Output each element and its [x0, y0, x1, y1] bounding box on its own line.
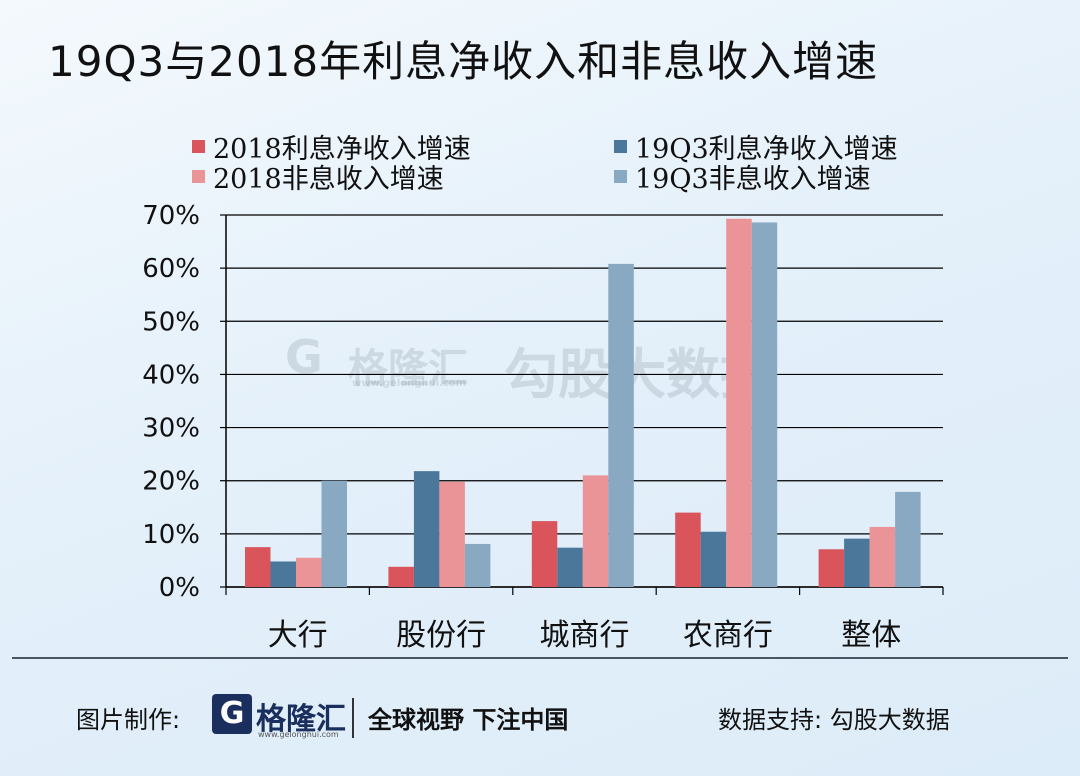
y-tick-label: 50%: [142, 307, 200, 337]
y-tick-label: 60%: [142, 254, 200, 284]
data-source: 数据支持: 勾股大数据: [718, 706, 950, 734]
x-tick-label: 农商行: [683, 618, 773, 653]
bar: [675, 512, 701, 587]
bar: [895, 491, 921, 587]
x-tick-label: 整体: [841, 618, 901, 653]
x-tick-label: 大行: [268, 618, 328, 653]
bar: [818, 549, 845, 587]
chart-title: 19Q3与2018年利息净收入和非息收入增速: [48, 37, 879, 86]
bar: [413, 471, 440, 587]
y-tick-label: 10%: [142, 520, 200, 550]
y-tick-label: 30%: [142, 414, 200, 444]
watermark-url: www.gelonghui.com: [352, 378, 467, 389]
bar: [726, 218, 752, 587]
footer-divider-line: [12, 657, 1068, 659]
legend-label: 19Q3利息净收入增速: [635, 134, 898, 165]
slogan: 全球视野 下注中国: [368, 706, 569, 734]
bar: [700, 531, 727, 587]
logo-name: 格隆汇: [256, 702, 346, 737]
bar: [844, 538, 870, 587]
x-tick-label: 股份行: [396, 618, 486, 653]
y-tick-label: 20%: [142, 467, 200, 497]
x-tick-label: 城商行: [540, 618, 630, 653]
bar: [582, 475, 609, 587]
footer-vertical-divider: [352, 698, 354, 738]
bar: [270, 561, 296, 587]
y-tick-label: 40%: [142, 360, 200, 390]
legend-label: 2018非息收入增速: [213, 164, 444, 195]
bar: [869, 526, 896, 587]
legend-swatch: [614, 140, 627, 153]
bar: [321, 480, 347, 587]
legend-item-2018-non-interest: 2018非息收入增速: [192, 157, 444, 196]
gelonghui-logo-icon: G: [212, 694, 252, 734]
legend-label: 19Q3非息收入增速: [635, 164, 871, 195]
bar: [245, 547, 271, 587]
bar-chart: 0% 10% 20% 30% 40% 50% 60% 70% 大行 股份行 城商行 农商行 整体: [142, 201, 944, 653]
y-tick-label: 70%: [142, 201, 200, 231]
bar: [751, 222, 778, 587]
legend-item-2018-net-interest: 2018利息净收入增速: [192, 127, 471, 166]
bar: [608, 263, 634, 587]
legend-item-19q3-non-interest: 19Q3非息收入增速: [614, 157, 871, 196]
bar: [388, 566, 414, 587]
bar: [439, 481, 465, 587]
bar: [464, 543, 491, 587]
bar: [531, 521, 558, 587]
made-by-label: 图片制作:: [76, 706, 181, 734]
legend-swatch: [614, 170, 627, 183]
watermark-brand: 格隆汇: [348, 346, 468, 392]
bar: [296, 557, 322, 587]
legend-swatch: [192, 170, 205, 183]
y-tick-label: 0%: [159, 573, 200, 603]
logo-url: www.gelonghui.com: [258, 730, 339, 739]
bar: [557, 547, 583, 587]
legend-label: 2018利息净收入增速: [213, 134, 471, 165]
legend-item-19q3-net-interest: 19Q3利息净收入增速: [614, 127, 898, 166]
legend-swatch: [192, 140, 205, 153]
